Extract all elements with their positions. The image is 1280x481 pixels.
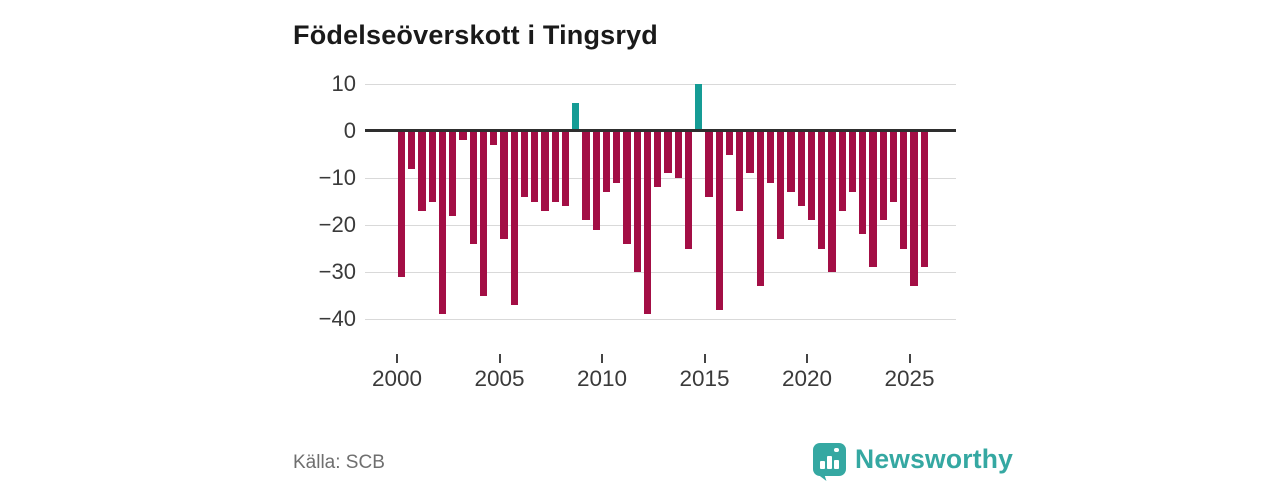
newsworthy-logo[interactable]: Newsworthy [813, 440, 1014, 481]
bar-2014H2 [695, 84, 703, 131]
y-tick-label-0: 0 [343, 118, 356, 143]
x-tick-label-2015: 2015 [679, 366, 730, 391]
bar-2016H2 [736, 131, 744, 211]
newsworthy-wordmark: Newsworthy [855, 443, 1014, 474]
exclamation-dot-icon [834, 447, 839, 452]
bar-2018H2 [777, 131, 785, 240]
bar-2017H1 [746, 131, 754, 174]
bar-2001H2 [428, 131, 436, 202]
x-tick-label-2010: 2010 [576, 366, 628, 391]
x-tick-label-2025: 2025 [884, 366, 935, 391]
bar-2012H1 [643, 131, 652, 315]
bar-2014H1 [684, 131, 693, 249]
bar-2003H2 [469, 131, 477, 244]
bar-2002H1 [438, 131, 447, 315]
speech-bubble-tail [814, 471, 827, 481]
bar-2017H2 [756, 131, 764, 287]
bar-2015H1 [705, 131, 713, 197]
bar-2007H2 [551, 131, 559, 202]
bar-2006H2 [531, 131, 539, 202]
bar-2009H1 [582, 131, 590, 221]
gridline-10 [365, 84, 956, 85]
x-tick-2020 [806, 354, 808, 363]
bar-2010H1 [602, 131, 611, 193]
bar-2008H1 [561, 131, 570, 207]
bar-2022H1 [848, 131, 857, 193]
bar-2013H1 [664, 131, 672, 174]
x-tick-2010 [601, 354, 603, 363]
bar-2004H2 [490, 131, 498, 146]
bar-2013H2 [674, 131, 682, 178]
chart-title: Födelseöverskott i Tingsryd [293, 20, 658, 51]
bar-2018H1 [766, 131, 775, 183]
x-tick-2000 [396, 354, 398, 363]
bar-2000H1 [397, 131, 406, 277]
gridline--20 [365, 225, 956, 226]
bar-2001H1 [418, 131, 426, 211]
bar-2000H2 [408, 131, 416, 169]
bar-chart-icon [820, 460, 825, 469]
x-tick-2005 [498, 354, 501, 363]
bar-2005H1 [500, 131, 508, 240]
bar-2025H1 [910, 131, 918, 287]
zero-line [365, 129, 956, 132]
bar-2007H1 [541, 131, 549, 211]
bar-2011H2 [633, 131, 641, 272]
gridline--30 [365, 272, 956, 273]
bar-2003H1 [459, 131, 467, 141]
bar-2021H2 [838, 131, 846, 211]
bar-2025H2 [920, 131, 928, 268]
bar-2015H2 [715, 131, 723, 310]
x-tick-2025 [908, 354, 911, 363]
gridline--40 [365, 319, 956, 320]
bar-2011H1 [623, 131, 631, 244]
bar-2006H1 [520, 131, 529, 197]
bar-2020H1 [807, 131, 816, 221]
bar-2012H2 [654, 131, 662, 188]
plot-area: 2000 2005 2010 2015 2020 2025 [365, 75, 956, 391]
bar-2022H2 [859, 131, 867, 235]
bar-2020H2 [818, 131, 826, 249]
bar-2008H2 [572, 102, 580, 131]
newsworthy-logo-icon [813, 442, 846, 481]
y-tick-label--20: −20 [318, 212, 356, 237]
y-tick-label--30: −30 [318, 259, 356, 284]
bar-2023H2 [879, 131, 887, 221]
y-axis-labels: 10 0 −10 −20 −30 −40 [288, 71, 356, 347]
x-tick-label-2000: 2000 [371, 366, 423, 391]
source-label: Källa: SCB [293, 452, 385, 473]
bar-2016H1 [725, 131, 734, 155]
y-tick-label-10: 10 [331, 71, 356, 96]
bar-2023H1 [869, 131, 877, 268]
bar-2005H2 [510, 131, 518, 305]
bar-2019H1 [787, 131, 795, 193]
bar-2021H1 [828, 131, 836, 272]
x-tick-2015 [703, 354, 706, 363]
x-tick-label-2020: 2020 [781, 366, 833, 391]
bar-2009H2 [592, 131, 600, 230]
y-tick-label--10: −10 [318, 165, 356, 190]
bar-2019H2 [797, 131, 805, 207]
bar-2010H2 [613, 131, 621, 183]
bar-2024H2 [900, 131, 908, 249]
bar-2004H1 [479, 131, 488, 296]
bar-2024H1 [889, 131, 898, 202]
bar-2002H2 [449, 131, 457, 216]
y-tick-label--40: −40 [318, 306, 356, 331]
x-tick-label-2005: 2005 [474, 366, 525, 391]
